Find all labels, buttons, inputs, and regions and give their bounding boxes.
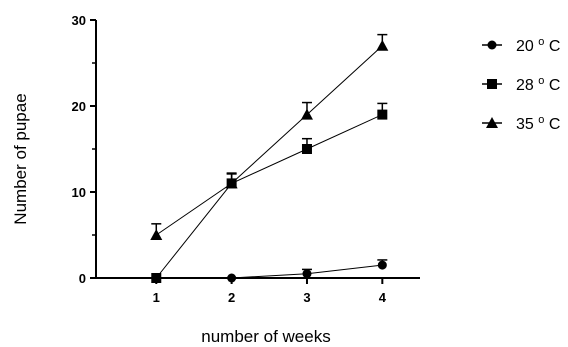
- x-axis-title: number of weeks: [201, 327, 330, 346]
- data-point-0-1: [227, 273, 237, 283]
- axes: [95, 20, 420, 279]
- legend: 20 o C28 o C35 o C: [482, 36, 560, 133]
- legend-series-name-2: 35: [516, 116, 538, 133]
- legend-marker-0: [487, 40, 497, 50]
- legend-label-2: 35 o C: [516, 114, 560, 133]
- data-point-2-0: [150, 229, 163, 240]
- legend-unit-1: C: [544, 77, 560, 94]
- data-point-2-3: [376, 39, 389, 51]
- data-point-0-2: [302, 269, 312, 279]
- legend-degree-2: o: [538, 114, 544, 126]
- data-point-0-3: [377, 260, 387, 270]
- legend-degree-0: o: [538, 36, 544, 48]
- y-tick-label-0: 0: [79, 271, 86, 286]
- series-line-1: [155, 114, 383, 279]
- x-tick-label-3: 4: [379, 290, 387, 305]
- data-point-1-2: [301, 144, 312, 154]
- x-tick-label-1: 2: [228, 290, 235, 305]
- series-line-2: [155, 45, 383, 236]
- tick-group: 0 10 20 30 1 2 3 4: [72, 13, 387, 305]
- legend-marker-1: [487, 79, 497, 89]
- series-lines: [155, 45, 383, 279]
- legend-marker-2: [486, 117, 498, 128]
- y-axis-title: Number of pupae: [11, 93, 30, 224]
- legend-series-name-1: 28: [516, 77, 538, 94]
- legend-unit-0: C: [544, 38, 560, 55]
- legend-unit-2: C: [544, 116, 560, 133]
- y-tick-label-3: 30: [72, 13, 86, 28]
- x-tick-label-0: 1: [153, 290, 160, 305]
- series-line-0: [156, 264, 383, 279]
- y-tick-label-2: 20: [72, 99, 86, 114]
- legend-label-1: 28 o C: [516, 75, 560, 94]
- y-tick-label-1: 10: [72, 185, 86, 200]
- legend-degree-1: o: [538, 75, 544, 87]
- data-point-1-0: [151, 273, 162, 283]
- x-tick-label-2: 3: [303, 290, 310, 305]
- data-point-2-1: [225, 177, 238, 189]
- legend-series-name-0: 20: [516, 38, 538, 55]
- legend-label-0: 20 o C: [516, 36, 560, 55]
- series-marks: [150, 33, 389, 283]
- data-point-2-2: [300, 108, 313, 120]
- data-point-1-3: [377, 109, 388, 120]
